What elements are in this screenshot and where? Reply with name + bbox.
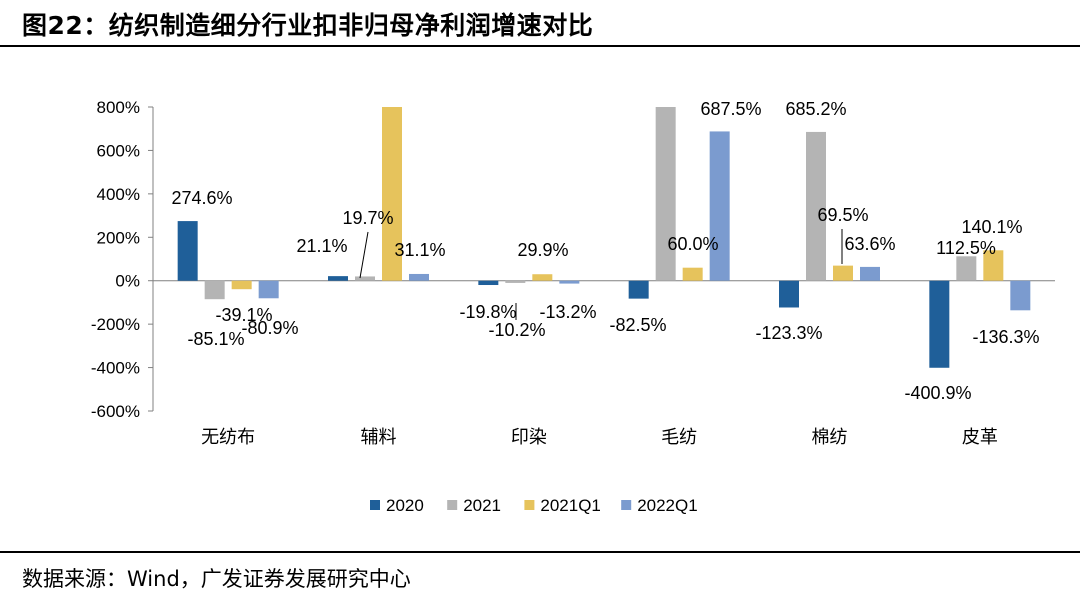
y-tick-label: 600%: [97, 141, 140, 160]
data-label: 69.5%: [817, 205, 868, 225]
data-label: 140.1%: [961, 217, 1022, 237]
bar: [478, 280, 499, 286]
bar-chart: 800% 600% 400% 200% 0% -200% -400% -600% 无纺布 辅料 印染…: [91, 98, 1055, 515]
bar: [983, 250, 1004, 281]
y-tick-label: 400%: [97, 185, 140, 204]
bar: [929, 280, 950, 368]
bar: [382, 107, 402, 281]
data-label: -85.1%: [187, 329, 244, 349]
bar: [833, 265, 853, 281]
legend-label: 2020: [386, 496, 424, 515]
x-tick-label: 无纺布: [201, 427, 255, 447]
legend-swatch: [621, 500, 632, 510]
data-label: 60.0%: [667, 234, 718, 254]
bar: [505, 280, 526, 283]
data-label: 112.5%: [936, 238, 996, 258]
data-label: -39.1%: [215, 305, 272, 325]
data-label: 274.6%: [171, 188, 232, 208]
bar: [860, 266, 880, 281]
y-tick-label: 0%: [115, 272, 140, 291]
bar: [409, 273, 429, 281]
x-tick-label: 毛纺: [661, 427, 697, 447]
data-label: -400.9%: [904, 383, 971, 403]
y-tick-label: 800%: [97, 98, 140, 117]
legend-swatch: [447, 500, 458, 510]
data-label: 19.7%: [342, 208, 393, 228]
legend-swatch: [524, 500, 535, 510]
bar: [806, 131, 826, 281]
bar: [177, 221, 198, 281]
bar: [709, 131, 730, 281]
legend-label: 2021Q1: [540, 496, 601, 515]
bar: [532, 274, 553, 281]
x-tick-label: 棉纺: [812, 427, 848, 447]
page-title: 图22：纺织制造细分行业扣非归母净利润增速对比: [22, 11, 594, 40]
data-label: -123.3%: [755, 323, 822, 343]
data-label: -19.8%: [459, 302, 516, 322]
legend-label: 2022Q1: [637, 496, 698, 515]
data-label: -10.2%: [488, 320, 545, 340]
data-label: -80.9%: [241, 318, 298, 338]
source-note: 数据来源：Wind，广发证券发展研究中心: [22, 567, 411, 591]
y-tick-label: -400%: [91, 359, 140, 378]
legend-swatch: [370, 500, 380, 510]
x-tick-label: 印染: [511, 427, 547, 447]
y-tick-label: -600%: [91, 402, 140, 421]
bar: [628, 280, 649, 299]
bar: [956, 256, 977, 281]
data-label: -82.5%: [609, 315, 666, 335]
x-tick-label: 辅料: [361, 427, 397, 447]
data-label: 685.2%: [785, 99, 846, 119]
legend-label: 2021: [463, 496, 501, 515]
data-label: 21.1%: [296, 236, 347, 256]
data-label: 29.9%: [517, 240, 568, 260]
bar: [328, 276, 348, 281]
bar: [355, 276, 375, 281]
label-leader-line: [359, 231, 369, 279]
bar: [779, 280, 799, 308]
data-label: 31.1%: [394, 240, 445, 260]
title-divider: [0, 45, 1080, 47]
bar: [655, 107, 676, 281]
bar: [559, 280, 580, 284]
x-tick-label: 皮革: [962, 427, 998, 447]
bar: [231, 280, 252, 290]
data-label: 687.5%: [700, 99, 761, 119]
data-label: -136.3%: [972, 327, 1039, 347]
source-divider: [0, 551, 1080, 553]
bar: [1010, 280, 1031, 311]
data-label: 63.6%: [844, 234, 895, 254]
bar: [204, 280, 225, 300]
data-label: -13.2%: [539, 302, 596, 322]
y-tick-label: -200%: [91, 315, 140, 334]
y-tick-label: 200%: [97, 228, 140, 247]
bar: [682, 267, 703, 281]
bar: [258, 280, 279, 299]
